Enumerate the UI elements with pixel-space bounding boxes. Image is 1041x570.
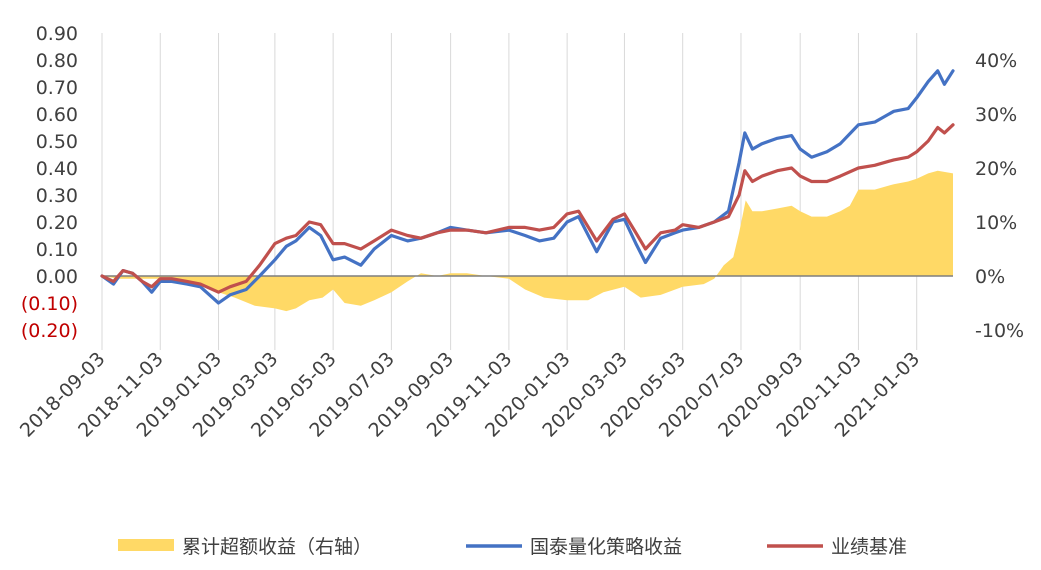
- legend-item-strategy: 国泰量化策略收益: [466, 536, 682, 558]
- left-tick-label: (0.10): [21, 293, 78, 315]
- excess-return-area-layer: [102, 170, 953, 312]
- series-line-benchmark: [100, 123, 955, 294]
- legend-swatch-area: [118, 539, 174, 551]
- right-tick-label: 20%: [975, 158, 1017, 180]
- series-line-strategy: [100, 69, 955, 305]
- right-tick-label: 0%: [975, 266, 1005, 288]
- left-tick-label: 0.20: [36, 212, 78, 234]
- series-area-excess-return: [102, 170, 953, 312]
- legend-label: 累计超额收益（右轴）: [182, 536, 372, 558]
- left-tick-label: 0.00: [36, 266, 78, 288]
- left-tick-label: 0.30: [36, 185, 78, 207]
- legend-item-excess-return: 累计超额收益（右轴）: [118, 536, 372, 558]
- left-tick-label: 0.10: [36, 239, 78, 261]
- left-tick-label: 0.40: [36, 158, 78, 180]
- left-tick-label: 0.60: [36, 104, 78, 126]
- left-tick-label: 0.80: [36, 50, 78, 72]
- right-tick-label: 30%: [975, 104, 1017, 126]
- left-tick-label: 0.70: [36, 77, 78, 99]
- legend-label: 国泰量化策略收益: [530, 536, 682, 558]
- right-tick-label: 10%: [975, 212, 1017, 234]
- return-lines-layer: [100, 69, 955, 305]
- right-tick-label: 40%: [975, 50, 1017, 72]
- left-tick-label: (0.20): [21, 320, 78, 342]
- vertical-gridlines: [101, 33, 918, 350]
- legend-item-benchmark: 业绩基准: [767, 536, 907, 558]
- left-tick-label: 0.50: [36, 131, 78, 153]
- legend: 累计超额收益（右轴） 国泰量化策略收益 业绩基准: [118, 536, 907, 558]
- right-y-axis-ticks: 40% 30% 20% 10% 0% -10%: [975, 50, 1024, 342]
- legend-label: 业绩基准: [831, 536, 907, 558]
- left-tick-label: 0.90: [36, 23, 78, 45]
- x-axis-ticks: 2018-09-032018-11-032019-01-032019-03-03…: [16, 348, 924, 442]
- left-y-axis-ticks: 0.90 0.80 0.70 0.60 0.50 0.40 0.30 0.20 0.10 0.00…: [21, 23, 78, 342]
- right-tick-label: -10%: [975, 320, 1024, 342]
